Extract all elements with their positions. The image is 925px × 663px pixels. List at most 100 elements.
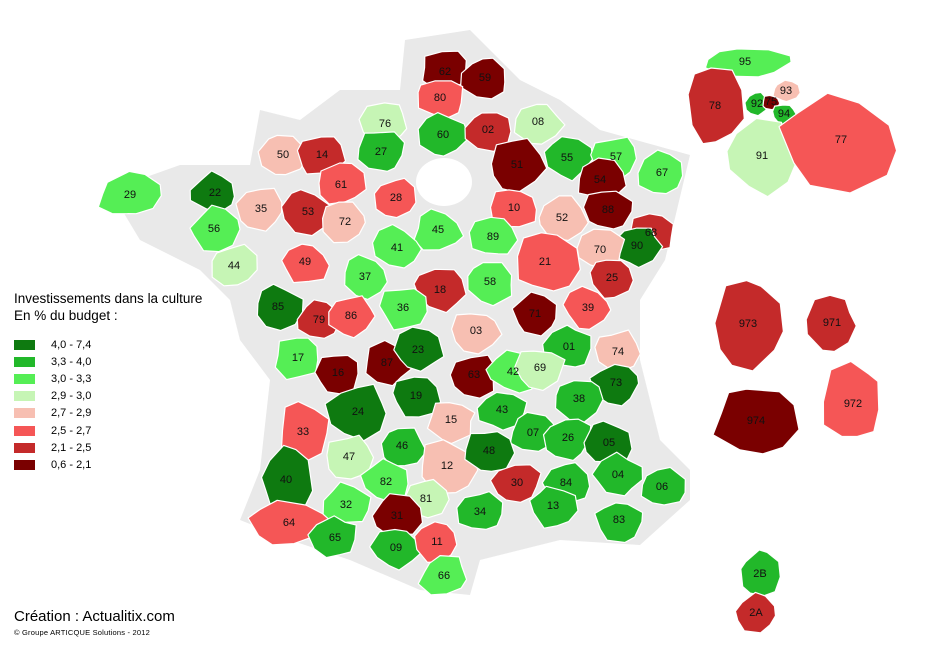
legend-subtitle: En % du budget : xyxy=(14,308,118,323)
legend-title: Investissements dans la culture xyxy=(14,291,203,306)
department-code-label: 06 xyxy=(656,481,668,493)
department-29 xyxy=(97,170,162,215)
department-code-label: 36 xyxy=(397,302,409,314)
department-code-label: 93 xyxy=(780,85,792,97)
department-code-label: 08 xyxy=(532,116,544,128)
department-code-label: 2B xyxy=(753,568,766,580)
department-code-label: 17 xyxy=(292,352,304,364)
department-code-label: 14 xyxy=(316,149,328,161)
department-2A xyxy=(734,591,777,634)
legend-item: 4,0 - 7,4 xyxy=(14,336,244,353)
department-code-label: 22 xyxy=(209,187,221,199)
department-77 xyxy=(778,92,898,194)
department-46 xyxy=(380,427,428,467)
department-code-label: 71 xyxy=(529,308,541,320)
department-code-label: 39 xyxy=(582,302,594,314)
department-36 xyxy=(378,288,428,331)
department-88 xyxy=(582,190,634,230)
department-code-label: 89 xyxy=(487,231,499,243)
department-code-label: 72 xyxy=(339,216,351,228)
department-code-label: 59 xyxy=(479,72,491,84)
department-code-label: 81 xyxy=(420,493,432,505)
department-code-label: 41 xyxy=(391,242,403,254)
department-code-label: 32 xyxy=(340,499,352,511)
department-04 xyxy=(591,451,644,497)
legend-swatch xyxy=(14,442,35,453)
department-code-label: 02 xyxy=(482,124,494,136)
department-code-label: 67 xyxy=(656,167,668,179)
department-27 xyxy=(357,131,406,172)
department-code-label: 34 xyxy=(474,506,486,518)
department-code-label: 49 xyxy=(299,256,311,268)
department-code-label: 07 xyxy=(527,427,539,439)
department-24 xyxy=(324,383,387,442)
legend-swatch xyxy=(14,425,35,436)
department-code-label: 27 xyxy=(375,146,387,158)
department-code-label: 84 xyxy=(560,477,572,489)
department-code-label: 09 xyxy=(390,542,402,554)
copyright-text: © Groupe ARTICQUE Solutions - 2012 xyxy=(14,628,150,637)
department-38 xyxy=(554,380,604,423)
department-86 xyxy=(328,295,376,339)
department-code-label: 24 xyxy=(352,406,364,418)
department-35 xyxy=(235,187,283,232)
legend: Investissements dans la culture En % du … xyxy=(14,290,244,474)
department-06 xyxy=(640,466,686,506)
department-code-label: 76 xyxy=(379,118,391,130)
department-83 xyxy=(594,502,644,544)
department-code-label: 52 xyxy=(556,212,568,224)
department-code-label: 88 xyxy=(602,204,614,216)
department-code-label: 25 xyxy=(606,272,618,284)
department-89 xyxy=(468,216,519,255)
department-code-label: 10 xyxy=(508,202,520,214)
department-code-label: 82 xyxy=(380,476,392,488)
department-code-label: 90 xyxy=(631,240,643,252)
department-69 xyxy=(514,350,566,391)
department-code-label: 48 xyxy=(483,445,495,457)
department-code-label: 92 xyxy=(751,98,763,110)
department-09 xyxy=(369,528,423,571)
department-23 xyxy=(393,326,445,372)
department-61 xyxy=(318,162,367,205)
department-code-label: 974 xyxy=(747,415,765,427)
department-code-label: 15 xyxy=(445,414,457,426)
department-code-label: 43 xyxy=(496,404,508,416)
department-code-label: 53 xyxy=(302,206,314,218)
department-21 xyxy=(516,232,581,292)
department-code-label: 94 xyxy=(778,108,790,120)
department-code-label: 77 xyxy=(835,134,847,146)
legend-label: 2,7 - 2,9 xyxy=(51,407,92,420)
department-49 xyxy=(281,243,330,284)
department-code-label: 78 xyxy=(709,100,721,112)
department-code-label: 69 xyxy=(534,362,546,374)
legend-label: 2,9 - 3,0 xyxy=(51,390,92,403)
credit-text: Création : Actualitix.com xyxy=(14,608,175,625)
department-code-label: 58 xyxy=(484,276,496,288)
department-code-label: 85 xyxy=(272,301,284,313)
department-code-label: 04 xyxy=(612,469,624,481)
department-48 xyxy=(464,431,516,472)
department-code-label: 03 xyxy=(470,325,482,337)
department-code-label: 86 xyxy=(345,310,357,322)
department-code-label: 64 xyxy=(283,517,295,529)
department-2B xyxy=(740,549,781,597)
department-34 xyxy=(456,491,504,530)
department-56 xyxy=(189,204,241,253)
legend-item: 3,3 - 4,0 xyxy=(14,353,244,370)
department-55 xyxy=(543,136,594,182)
department-code-label: 971 xyxy=(823,317,841,329)
department-47 xyxy=(326,434,375,480)
department-code-label: 05 xyxy=(603,437,615,449)
department-code-label: 2A xyxy=(749,607,763,619)
department-28 xyxy=(373,177,417,219)
legend-label: 4,0 - 7,4 xyxy=(51,338,92,351)
department-code-label: 31 xyxy=(391,510,403,522)
department-08 xyxy=(513,103,566,145)
department-58 xyxy=(467,261,513,307)
legend-swatch xyxy=(14,356,35,367)
department-72 xyxy=(322,201,366,244)
legend-swatch xyxy=(14,408,35,419)
department-code-label: 68 xyxy=(645,227,657,239)
department-12 xyxy=(421,439,479,495)
